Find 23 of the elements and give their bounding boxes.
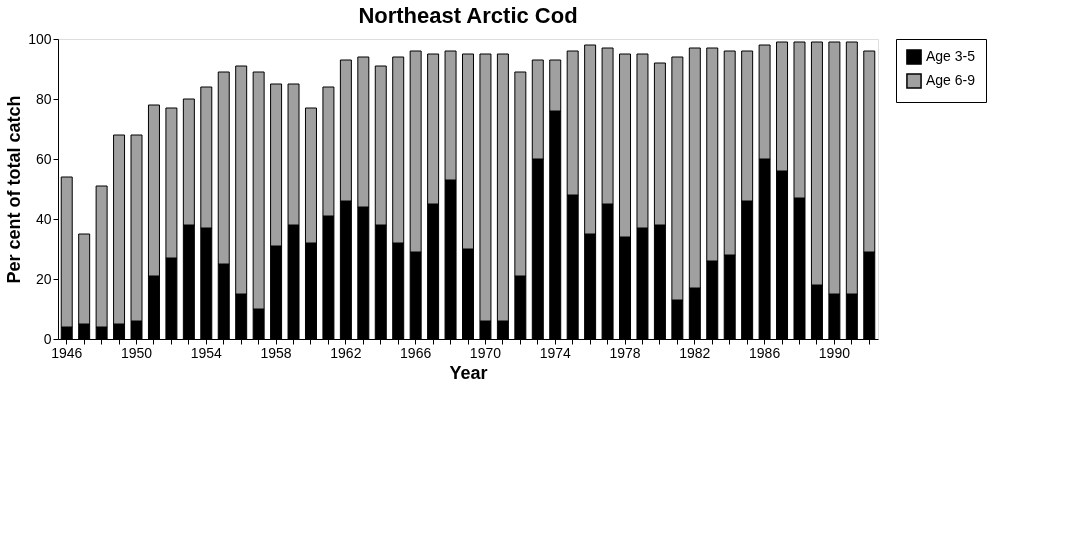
x-tick-label: 1958 (260, 344, 292, 361)
y-axis-title: Per cent of total catch (4, 95, 25, 284)
y-tick-label: 20 (35, 270, 52, 287)
y-tick-label: 80 (35, 90, 52, 107)
x-tick-label: 1962 (330, 344, 362, 361)
x-tick-label: 1946 (51, 344, 83, 361)
x-tick-label: 1970 (469, 344, 502, 361)
x-tick-label: 1966 (400, 344, 432, 361)
x-tick-label: 1978 (609, 344, 641, 361)
x-tick-label: 1954 (190, 344, 223, 361)
chart-title: Northeast Arctic Cod (358, 3, 578, 28)
y-tick-label: 0 (43, 330, 52, 347)
legend-label: Age 6-9 (926, 72, 976, 88)
x-tick-label: 1974 (539, 344, 572, 361)
x-tick-label: 1986 (749, 344, 781, 361)
y-tick-label: 100 (28, 30, 52, 47)
x-axis-title: Year (449, 362, 488, 383)
x-tick-label: 1950 (120, 344, 153, 361)
x-tick-label: 1990 (818, 344, 851, 361)
y-tick-label: 40 (35, 210, 52, 227)
legend-label: Age 3-5 (926, 48, 976, 64)
y-tick-label: 60 (35, 150, 52, 167)
x-tick-label: 1982 (679, 344, 711, 361)
